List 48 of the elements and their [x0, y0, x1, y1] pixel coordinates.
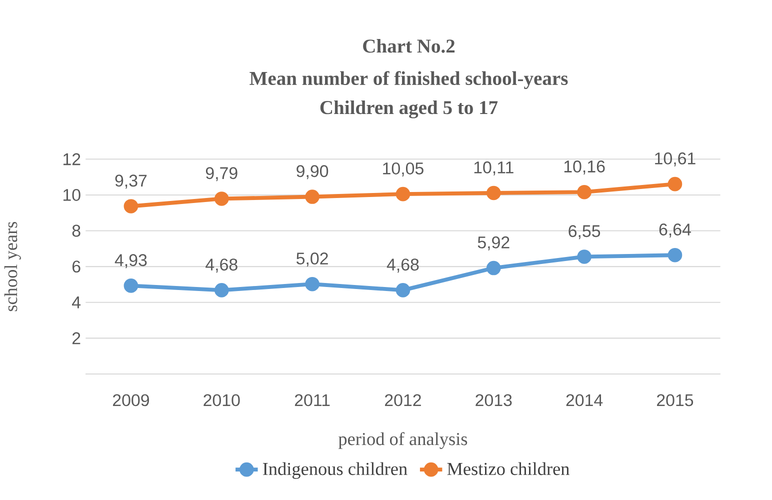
y-tick-label: 4 — [72, 296, 81, 308]
data-label: 4,93 — [114, 254, 147, 268]
data-label: 4,68 — [386, 258, 419, 273]
legend-label: Mestizo children — [447, 462, 570, 476]
point — [305, 276, 320, 292]
point — [214, 283, 229, 298]
data-label: 10,61 — [655, 152, 696, 166]
legend-label: Indigenous children — [262, 462, 408, 479]
data-label: 5,02 — [296, 252, 328, 267]
y-tick-label: 10 — [63, 189, 80, 201]
text: Children aged 5 to 17 — [320, 100, 498, 118]
point — [214, 192, 229, 206]
data-label: 4,68 — [206, 258, 238, 273]
point — [305, 190, 320, 204]
chart-title: Chart No.2 — [363, 39, 455, 53]
data-label: 6,55 — [568, 225, 600, 240]
x-tick-label: 2013 — [476, 394, 512, 406]
point — [124, 199, 138, 214]
x-tick-label: 2010 — [204, 394, 240, 406]
x-axis-title: period of analysis — [338, 432, 468, 449]
data-label: 6,64 — [659, 224, 691, 238]
y-tick-label: 12 — [63, 153, 80, 166]
data-label: 10,16 — [564, 160, 605, 175]
data-label: 9,90 — [296, 165, 328, 180]
point — [124, 278, 138, 293]
y-tick-label: 6 — [72, 260, 80, 273]
x-tick-label: 2009 — [112, 394, 149, 406]
chart-subtitle: Mean number of finished school-years — [250, 71, 568, 90]
point — [486, 260, 501, 276]
data-label: 10,05 — [383, 162, 424, 176]
y-tick-label: 8 — [72, 224, 80, 237]
x-tick-label: 2015 — [657, 394, 694, 406]
x-tick-label: 2012 — [385, 394, 421, 406]
x-tick-label: 2011 — [294, 394, 330, 406]
data-label: 9,37 — [115, 174, 147, 189]
x-tick-label: 2014 — [566, 394, 603, 406]
point — [577, 250, 592, 264]
data-label: 5,92 — [478, 236, 510, 250]
point — [486, 186, 501, 200]
y-tick-label: 2 — [72, 332, 80, 344]
point — [396, 283, 410, 298]
point — [577, 184, 592, 200]
y-axis-title: school years — [4, 222, 21, 312]
data-label: 10,11 — [474, 161, 514, 176]
point — [668, 176, 682, 192]
data-label: 9,79 — [206, 167, 238, 182]
point — [396, 186, 410, 202]
point — [668, 248, 682, 262]
